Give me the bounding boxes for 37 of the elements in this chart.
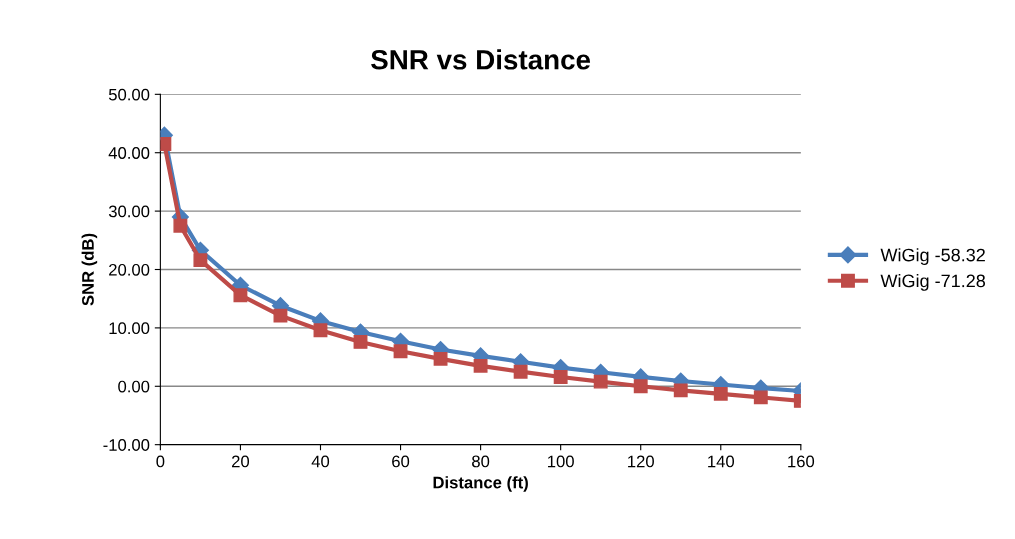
point	[313, 323, 328, 338]
y-axis-title: SNR (dB)	[81, 233, 98, 306]
point	[353, 334, 368, 349]
point	[193, 253, 208, 268]
legend-label: WiGig -58.32	[880, 248, 985, 265]
point	[713, 386, 728, 401]
y-tick-label: 0.00	[118, 380, 150, 393]
point	[753, 390, 768, 405]
y-tick-label: -10.00	[103, 439, 150, 451]
x-axis-title: Distance (ft)	[433, 476, 528, 492]
point	[633, 379, 648, 394]
x-tick-label: 20	[232, 455, 250, 468]
point	[473, 358, 488, 373]
point	[553, 369, 568, 384]
x-tick-label: 60	[392, 455, 410, 468]
chart-title: SNR vs Distance	[371, 49, 591, 70]
x-tick-label: 0	[156, 455, 165, 468]
y-tick-label: 20.00	[109, 263, 150, 276]
point	[393, 344, 408, 359]
y-tick-label: 40.00	[108, 147, 150, 159]
point	[233, 288, 248, 303]
x-tick-label: 40	[311, 455, 330, 468]
point	[593, 374, 608, 389]
x-tick-label: 160	[788, 455, 815, 468]
point	[173, 218, 188, 233]
point	[513, 364, 528, 379]
x-tick-label: 100	[548, 455, 574, 468]
x-tick-label: 120	[628, 455, 654, 468]
legend-label: WiGig -71.28	[880, 274, 986, 291]
y-tick-label: 10.00	[109, 322, 150, 335]
x-tick-label: 140	[708, 455, 735, 468]
point	[433, 351, 448, 366]
point	[273, 308, 288, 323]
y-tick-label: 30.00	[108, 205, 150, 218]
x-tick-label: 80	[472, 455, 490, 468]
y-tick-label: 50.00	[108, 88, 150, 101]
point	[673, 383, 688, 398]
